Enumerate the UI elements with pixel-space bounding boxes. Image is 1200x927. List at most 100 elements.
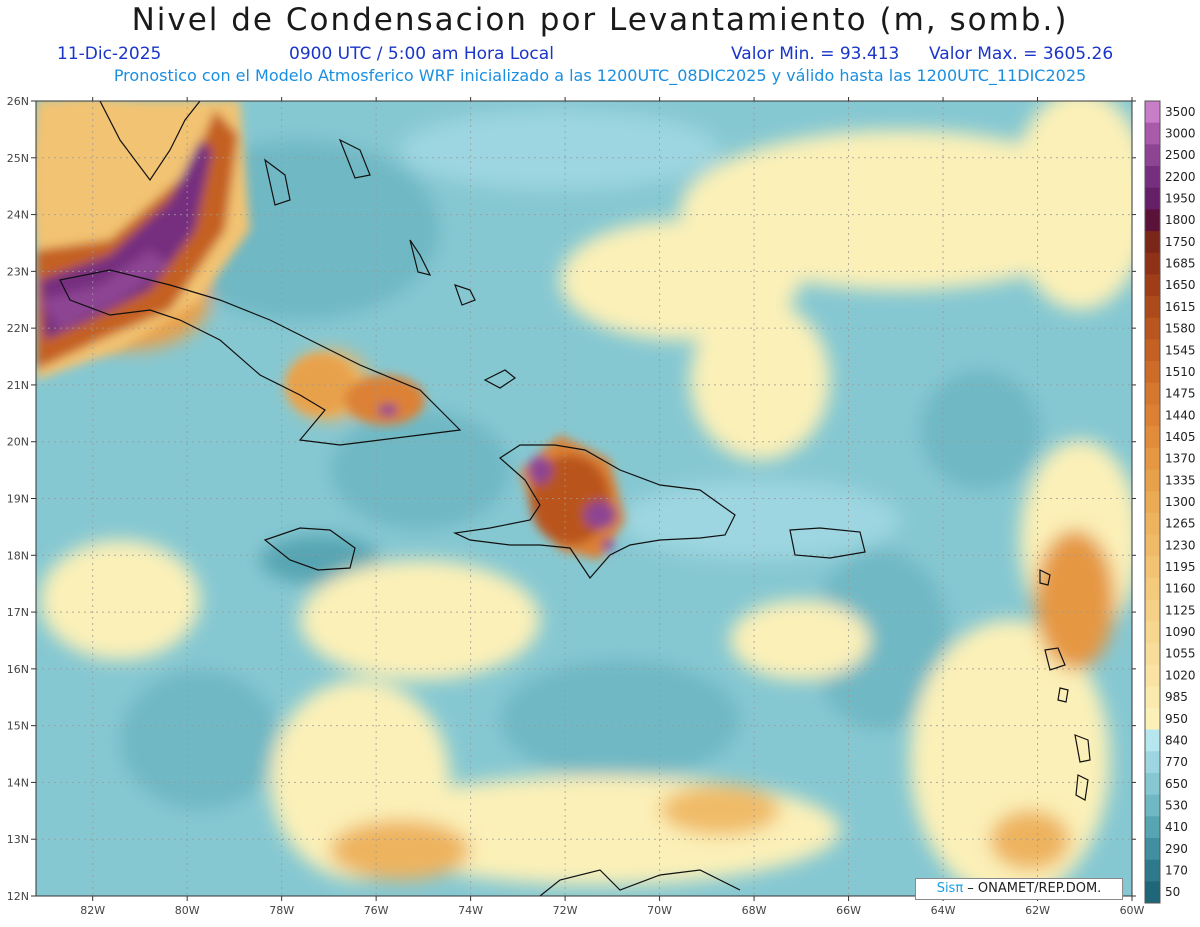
colorbar-label: 3500 xyxy=(1165,105,1196,119)
forecast-date: 11-Dic-2025 xyxy=(57,44,162,64)
colorbar-swatch xyxy=(1145,599,1160,622)
colorbar-label: 410 xyxy=(1165,820,1188,834)
colorbar-label: 530 xyxy=(1165,798,1188,812)
lon-label: 82W xyxy=(80,904,105,917)
lat-label: 21N xyxy=(7,379,29,392)
shaded-field xyxy=(36,101,1132,896)
lon-label: 68W xyxy=(742,904,767,917)
lat-label: 23N xyxy=(7,265,29,278)
sis-logo-text: Sisπ xyxy=(936,881,964,896)
colorbar-label: 985 xyxy=(1165,690,1188,704)
colorbar-swatch xyxy=(1145,101,1160,124)
lat-label: 22N xyxy=(7,322,29,335)
lat-label: 12N xyxy=(7,890,29,903)
lon-label: 66W xyxy=(836,904,861,917)
min-value: Valor Min. = 93.413 xyxy=(731,44,900,64)
colorbar-swatch xyxy=(1145,209,1160,232)
colorbar-swatch xyxy=(1145,794,1160,817)
graticule xyxy=(36,101,1132,896)
colorbar-label: 1160 xyxy=(1165,582,1196,596)
colorbar-label: 170 xyxy=(1165,863,1188,877)
colorbar-swatch xyxy=(1145,296,1160,319)
colorbar-swatch xyxy=(1145,491,1160,514)
lat-label: 14N xyxy=(7,776,29,789)
colorbar-swatch xyxy=(1145,426,1160,449)
colorbar-swatch xyxy=(1145,274,1160,297)
colorbar-label: 1125 xyxy=(1165,603,1196,617)
colorbar-label: 1800 xyxy=(1165,213,1196,227)
lon-label: 62W xyxy=(1025,904,1050,917)
colorbar-swatch xyxy=(1145,361,1160,384)
colorbar-swatch xyxy=(1145,317,1160,340)
latitude-axis: 26N 25N 24N 23N 22N 21N 20N 19N 18N 17N 16N 15N 14N 1… xyxy=(7,95,1136,903)
lat-label: 24N xyxy=(7,209,29,222)
colorbar-swatch xyxy=(1145,447,1160,470)
colorbar: 3500 3000 2500 2200 1950 1800 1750 1685 1650 1615… xyxy=(1144,100,1196,904)
colorbar-label: 1650 xyxy=(1165,278,1196,292)
colorbar-swatch xyxy=(1145,729,1160,752)
lat-label: 16N xyxy=(7,663,29,676)
colorbar-swatch xyxy=(1145,404,1160,427)
coastlines xyxy=(59,101,1091,896)
colorbar-frame xyxy=(1144,100,1161,904)
credit-box: Sisπ – ONAMET/REP.DOM. xyxy=(915,878,1123,900)
lon-label: 74W xyxy=(458,904,483,917)
colorbar-swatch xyxy=(1145,751,1160,774)
max-value: Valor Max. = 3605.26 xyxy=(929,44,1114,64)
colorbar-swatch xyxy=(1145,144,1160,167)
colorbar-swatch xyxy=(1145,231,1160,254)
colorbar-label: 1615 xyxy=(1165,300,1196,314)
colorbar-label: 3000 xyxy=(1165,127,1196,141)
forecast-note: Pronostico con el Modelo Atmosferico WRF… xyxy=(113,66,1087,85)
colorbar-swatch xyxy=(1145,859,1160,882)
colorbar-label: 50 xyxy=(1165,885,1180,899)
colorbar-label: 1510 xyxy=(1165,365,1196,379)
lat-label: 18N xyxy=(7,549,29,562)
colorbar-label: 1090 xyxy=(1165,625,1196,639)
colorbar-label: 950 xyxy=(1165,712,1188,726)
colorbar-swatch xyxy=(1145,252,1160,275)
colorbar-label: 1580 xyxy=(1165,322,1196,336)
colorbar-swatch xyxy=(1145,881,1160,904)
lat-label: 25N xyxy=(7,152,29,165)
colorbar-label: 2200 xyxy=(1165,170,1196,184)
colorbar-swatch xyxy=(1145,577,1160,601)
colorbar-label: 1265 xyxy=(1165,517,1196,531)
colorbar-label: 1950 xyxy=(1165,192,1196,206)
colorbar-label: 650 xyxy=(1165,777,1188,791)
lat-label: 19N xyxy=(7,493,29,506)
colorbar-swatch xyxy=(1145,534,1160,557)
lat-label: 15N xyxy=(7,720,29,733)
colorbar-swatch xyxy=(1145,166,1160,189)
colorbar-swatch xyxy=(1145,512,1160,536)
colorbar-label: 1335 xyxy=(1165,473,1196,487)
map-title: Nivel de Condensacion por Levantamiento … xyxy=(131,2,1069,38)
colorbar-swatch xyxy=(1145,621,1160,644)
colorbar-label: 1545 xyxy=(1165,343,1196,357)
colorbar-label: 2500 xyxy=(1165,148,1196,162)
lon-label: 60W xyxy=(1120,904,1145,917)
colorbar-swatch xyxy=(1145,556,1160,579)
colorbar-swatch xyxy=(1145,837,1160,861)
colorbar-label: 1230 xyxy=(1165,538,1196,552)
colorbar-label: 1020 xyxy=(1165,668,1196,682)
lat-label: 13N xyxy=(7,833,29,846)
lat-label: 17N xyxy=(7,606,29,619)
colorbar-label: 1750 xyxy=(1165,235,1196,249)
lat-label: 20N xyxy=(7,436,29,449)
colorbar-swatch xyxy=(1145,339,1160,362)
lon-label: 70W xyxy=(647,904,672,917)
colorbar-swatch xyxy=(1145,122,1160,145)
longitude-axis: 82W 80W 78W 76W 74W 72W 70W 68W 66W 64W 62W 60W xyxy=(80,97,1145,917)
colorbar-label: 770 xyxy=(1165,755,1188,769)
colorbar-label: 1440 xyxy=(1165,408,1196,422)
colorbar-label: 290 xyxy=(1165,842,1188,856)
lon-label: 64W xyxy=(931,904,956,917)
colorbar-swatch xyxy=(1145,686,1160,709)
colorbar-label: 840 xyxy=(1165,733,1188,747)
colorbar-label: 1300 xyxy=(1165,495,1196,509)
colorbar-swatch xyxy=(1145,642,1160,666)
colorbar-label: 1055 xyxy=(1165,647,1196,661)
lon-label: 72W xyxy=(553,904,578,917)
